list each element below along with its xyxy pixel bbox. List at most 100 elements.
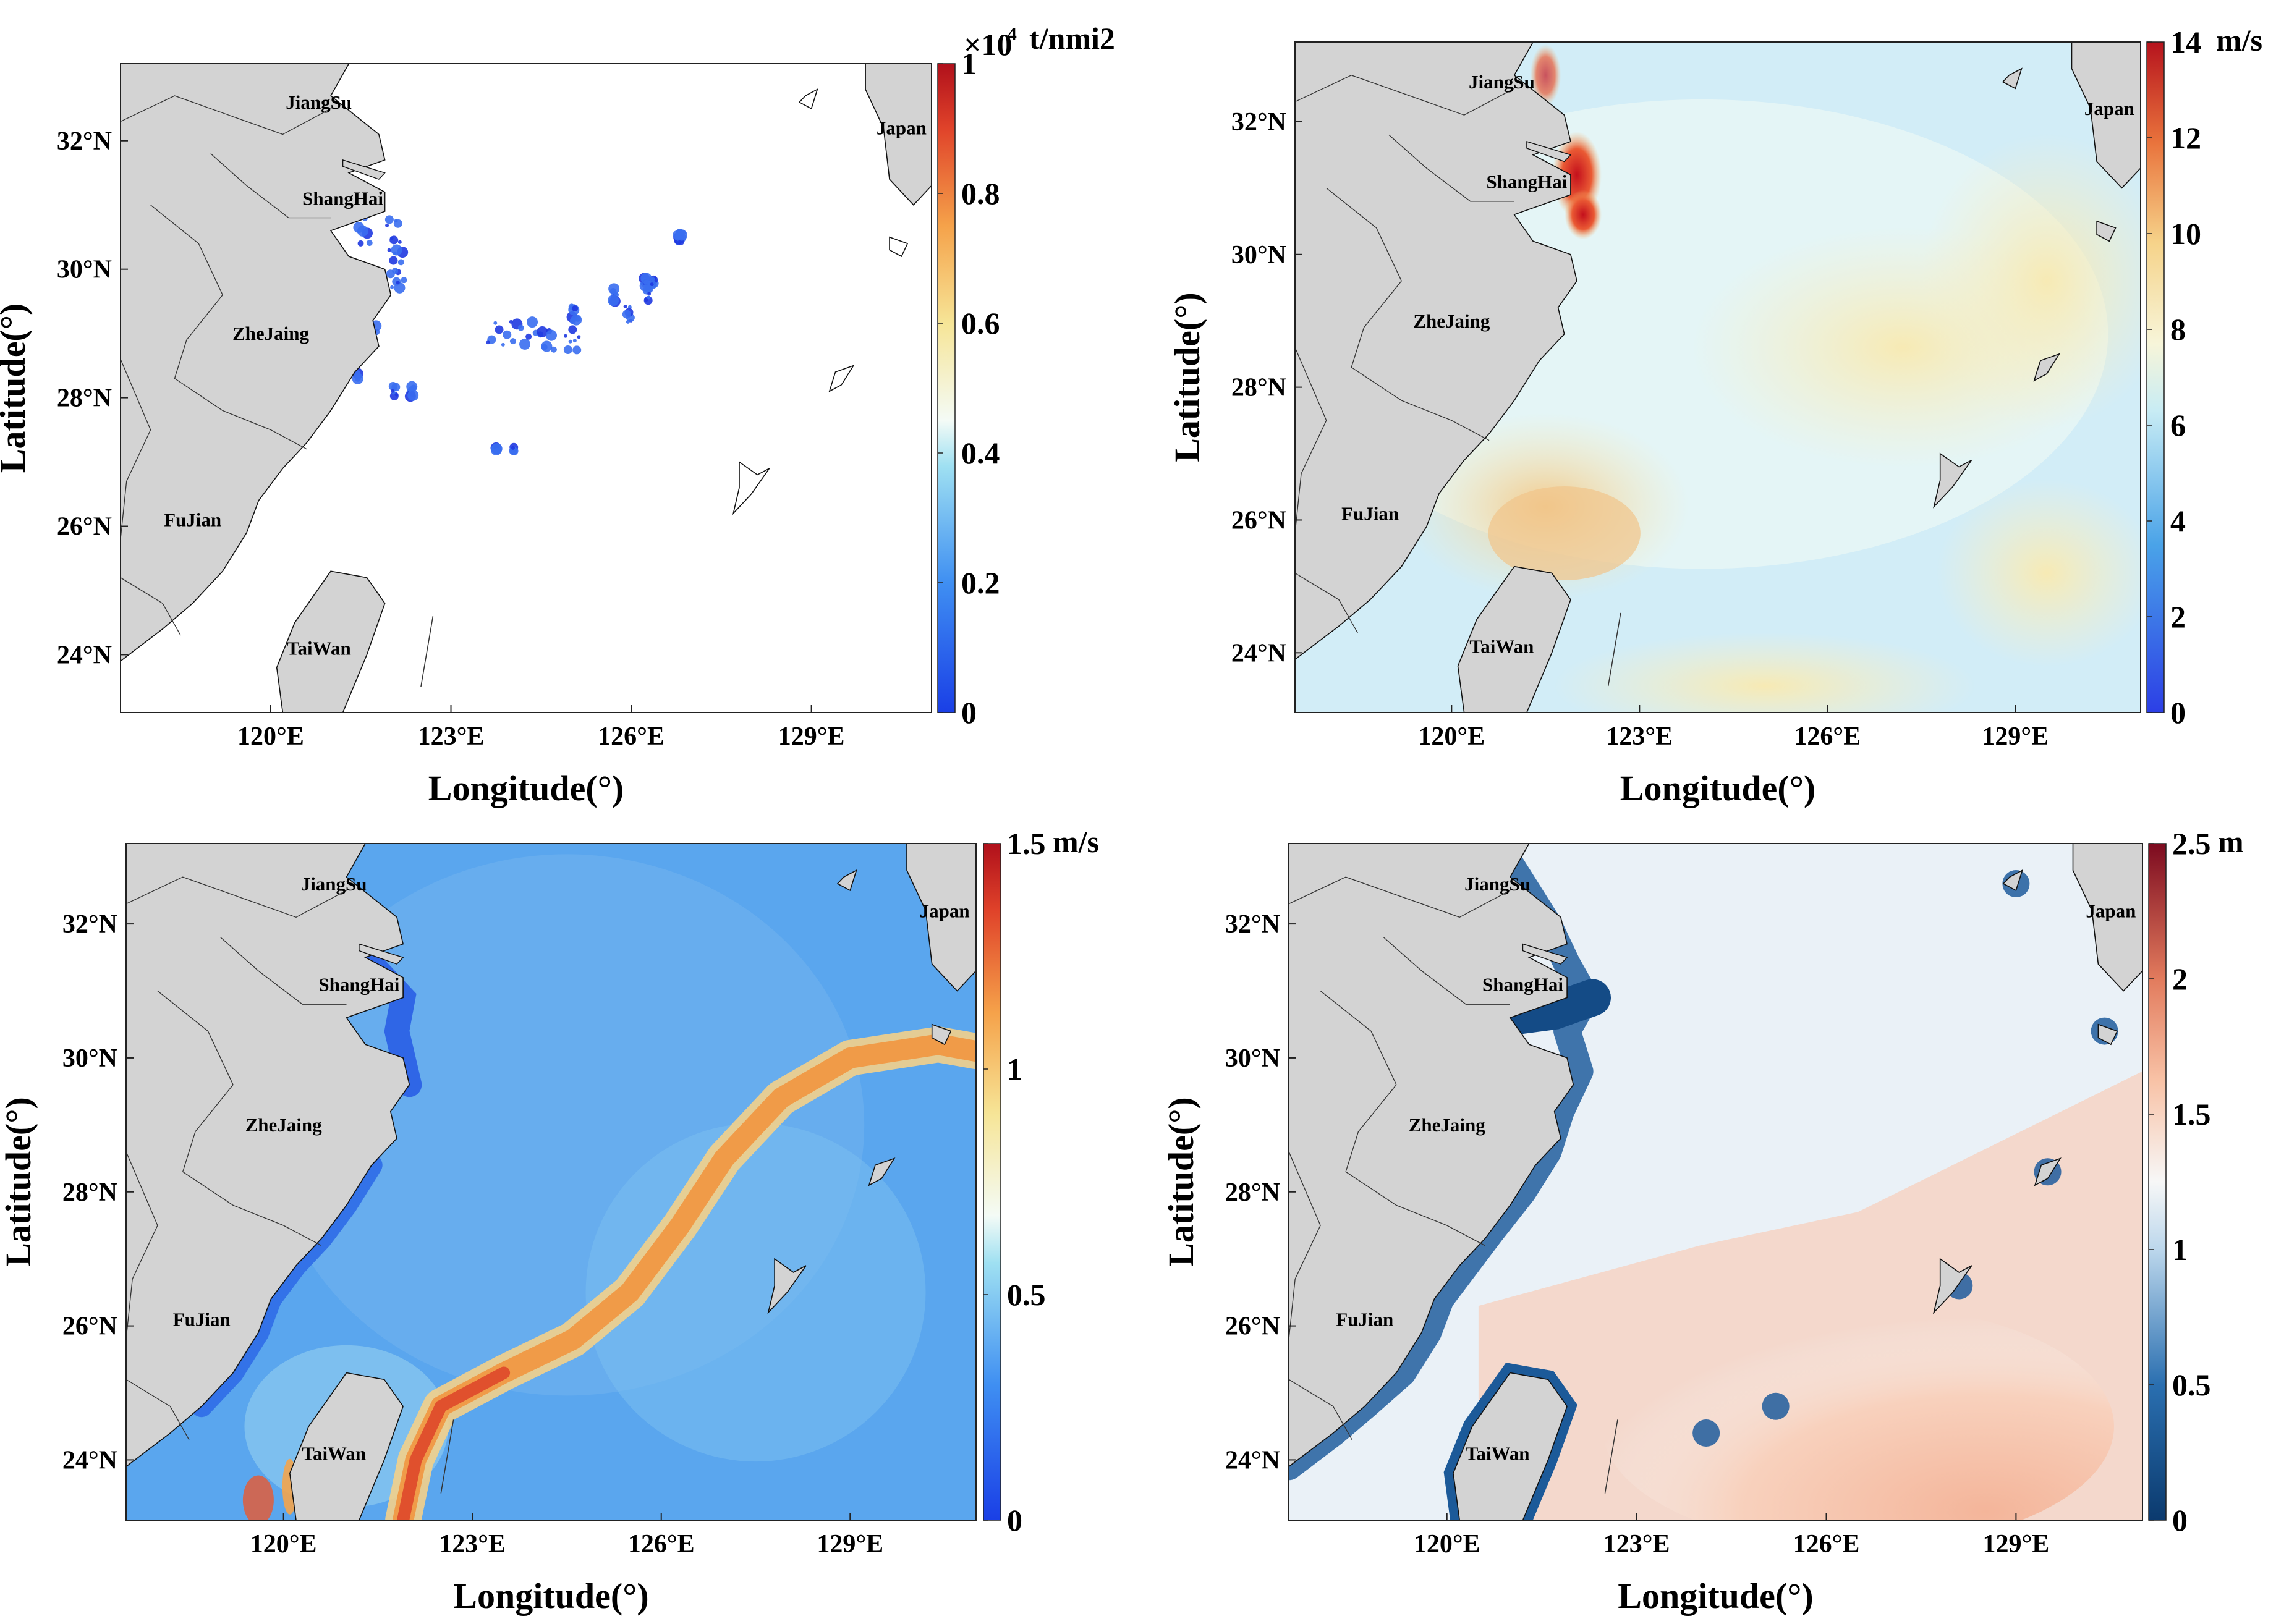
boundary-line xyxy=(440,1419,454,1494)
colorbar-unit: t/nmi2 xyxy=(1029,21,1115,56)
density-patch xyxy=(608,295,619,307)
density-patch xyxy=(389,391,399,400)
japan-land xyxy=(865,64,932,206)
colorbar-tick-label: 0.5 xyxy=(1007,1277,1046,1312)
x-tick-label: 120°E xyxy=(237,722,304,751)
province-border xyxy=(1295,347,1327,534)
density-patch xyxy=(509,338,516,345)
density-patch xyxy=(353,222,365,234)
map-area xyxy=(121,64,932,713)
province-border xyxy=(121,358,151,539)
density-patch xyxy=(577,335,581,339)
region-label: TaiWan xyxy=(287,637,351,659)
y-tick-label: 30°N xyxy=(1231,241,1286,269)
density-patch xyxy=(647,292,652,296)
region-label: FuJian xyxy=(1336,1309,1393,1330)
density-patch xyxy=(527,316,538,328)
island-outline xyxy=(2002,869,2023,892)
colorbar-tick-label: 0 xyxy=(961,695,977,730)
china-land xyxy=(126,844,410,1468)
region-label: TaiWan xyxy=(1466,1442,1530,1464)
province-border xyxy=(1295,572,1358,633)
y-axis-label: Latitude(°) xyxy=(1167,292,1207,462)
chongming-island xyxy=(1522,943,1568,965)
colorbar-tick-label: 1 xyxy=(2172,1232,2188,1267)
colorbar-tick-label: 0.6 xyxy=(961,306,1000,340)
region-label: JiangSu xyxy=(301,873,367,895)
density-patch xyxy=(495,325,504,334)
density-patch xyxy=(366,240,373,247)
density-patch xyxy=(545,329,557,341)
colorbar-tick-label: 1.5 xyxy=(1007,826,1046,861)
colorbar-tick-label: 6 xyxy=(2170,408,2186,442)
density-patch xyxy=(352,373,363,384)
island-outline xyxy=(798,88,818,109)
density-patch xyxy=(525,333,532,340)
axes-frame xyxy=(1288,843,2143,1521)
region-label: FuJian xyxy=(173,1309,231,1330)
region-label: ZheJaing xyxy=(1413,310,1490,332)
density-patch xyxy=(609,287,616,294)
colorbar xyxy=(983,843,1001,1521)
panel-a: JiangSu ShangHai ZheJaing FuJian TaiWan Japan… xyxy=(0,21,1115,808)
y-tick-label: 24°N xyxy=(1225,1446,1280,1474)
y-tick-label: 32°N xyxy=(1225,910,1280,939)
axes-frame xyxy=(120,63,932,713)
x-axis-label: Longitude(°) xyxy=(453,1576,648,1616)
density-patch xyxy=(519,338,531,350)
density-patch xyxy=(572,305,579,312)
strait-jet xyxy=(242,1475,274,1520)
japan-land xyxy=(2072,844,2142,992)
density-patch xyxy=(357,240,364,247)
island-outline xyxy=(828,365,855,392)
island-outline xyxy=(889,236,909,258)
density-patch xyxy=(643,296,653,305)
density-patch xyxy=(397,259,404,266)
colorbar-tick-label: 0.4 xyxy=(961,436,1000,470)
island-outline xyxy=(868,1157,896,1186)
province-border xyxy=(157,990,322,1246)
region-label: ZheJaing xyxy=(245,1114,323,1136)
density-patch xyxy=(568,339,572,344)
province-border xyxy=(1326,187,1490,441)
x-tick-label: 123°E xyxy=(1606,722,1673,751)
density-patch xyxy=(647,295,651,300)
map-area xyxy=(126,844,976,1520)
density-patch xyxy=(643,279,650,286)
y-tick-label: 24°N xyxy=(1231,639,1286,667)
y-tick-label: 26°N xyxy=(62,1313,117,1341)
colorbar-tick-label: 2 xyxy=(2172,962,2188,996)
density-patch xyxy=(572,339,577,343)
province-border xyxy=(1295,74,1515,116)
island-outline xyxy=(767,1258,807,1314)
y-tick-label: 30°N xyxy=(62,1044,117,1073)
map-area xyxy=(1289,844,2142,1520)
region-label: TaiWan xyxy=(1469,635,1534,657)
island-outline xyxy=(836,869,857,892)
panel-b: JiangSu ShangHai ZheJaing FuJian TaiWan Japan… xyxy=(1167,23,2262,808)
density-patch xyxy=(568,325,577,334)
taiwan-land xyxy=(1457,565,1571,713)
x-tick-label: 120°E xyxy=(1418,722,1485,751)
x-tick-label: 120°E xyxy=(250,1530,317,1558)
island-outline xyxy=(2034,1157,2062,1186)
colorbar-tick-label: 0 xyxy=(1007,1503,1022,1537)
colorbar-tick-label: 0 xyxy=(2172,1503,2188,1537)
island-outline xyxy=(1933,452,1972,509)
province-border xyxy=(1289,1151,1321,1340)
density-patch xyxy=(493,321,498,325)
region-label: ZheJaing xyxy=(1409,1114,1486,1136)
colorbar-exponent: -4 xyxy=(1001,23,1017,44)
province-border xyxy=(210,153,331,219)
island-outline xyxy=(931,1023,952,1046)
y-tick-label: 28°N xyxy=(62,1178,117,1207)
density-patch xyxy=(392,268,399,274)
island-shallow xyxy=(1762,1392,1790,1420)
taiwan-land xyxy=(276,570,386,713)
province-border xyxy=(126,1379,190,1440)
density-patch xyxy=(626,319,630,324)
chongming-island xyxy=(342,159,386,180)
y-tick-label: 28°N xyxy=(1225,1178,1280,1207)
density-patch xyxy=(541,340,553,352)
island-outline xyxy=(2002,67,2023,90)
